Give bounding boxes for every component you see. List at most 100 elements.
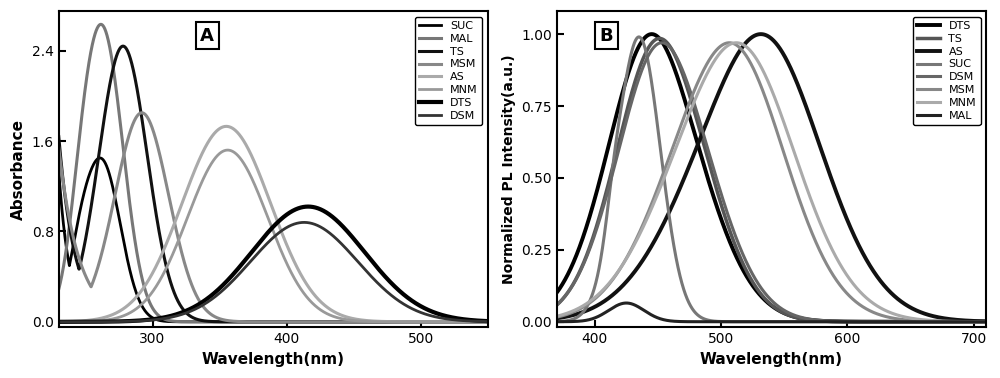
AS xyxy=(53,319,65,324)
MAL xyxy=(980,319,992,324)
MSM xyxy=(972,319,984,324)
MSM xyxy=(716,43,728,48)
DSM xyxy=(625,101,637,105)
DTS xyxy=(980,319,992,324)
MAL xyxy=(427,319,439,324)
TS xyxy=(474,319,486,324)
Legend: SUC, MAL, TS, MSM, AS, MNM, DTS, DSM: SUC, MAL, TS, MSM, AS, MNM, DTS, DSM xyxy=(415,17,482,125)
MAL xyxy=(716,319,728,324)
AS xyxy=(926,313,938,318)
SUC xyxy=(633,35,645,39)
DSM xyxy=(127,319,139,324)
SUC xyxy=(474,319,486,324)
MAL xyxy=(127,227,139,231)
MSM xyxy=(236,319,248,324)
Y-axis label: Normalized PL Intensity(a.u.): Normalized PL Intensity(a.u.) xyxy=(502,54,516,284)
DTS xyxy=(427,310,439,314)
MAL xyxy=(474,319,486,324)
Line: SUC: SUC xyxy=(557,37,986,322)
MAL xyxy=(551,319,563,324)
SUC xyxy=(427,319,439,324)
MSM xyxy=(53,144,65,149)
SUC xyxy=(972,319,984,324)
DTS xyxy=(217,282,229,287)
AS xyxy=(217,125,229,129)
TS xyxy=(716,204,728,208)
SUC xyxy=(625,51,637,55)
SUC xyxy=(53,167,65,172)
Line: DSM: DSM xyxy=(557,43,986,322)
Line: TS: TS xyxy=(59,46,488,322)
SUC xyxy=(551,319,563,324)
DTS xyxy=(53,319,65,324)
DSM xyxy=(926,319,938,324)
MAL xyxy=(102,36,114,40)
SUC xyxy=(716,319,728,324)
AS xyxy=(980,319,992,324)
MNM xyxy=(625,248,637,253)
DTS xyxy=(102,319,114,324)
TS xyxy=(972,319,984,324)
TS xyxy=(482,319,494,324)
SUC xyxy=(217,319,229,324)
DTS xyxy=(646,32,658,36)
X-axis label: Wavelength(nm): Wavelength(nm) xyxy=(700,352,843,367)
DTS xyxy=(625,62,637,67)
TS xyxy=(625,92,637,96)
MSM xyxy=(734,46,746,51)
DSM xyxy=(980,319,992,324)
MNM xyxy=(127,309,139,313)
MNM xyxy=(980,319,992,324)
MAL xyxy=(53,287,65,292)
DSM xyxy=(102,319,114,324)
DSM xyxy=(716,193,728,198)
MNM xyxy=(716,49,728,54)
TS xyxy=(127,67,139,72)
TS xyxy=(980,319,992,324)
Line: AS: AS xyxy=(59,126,488,322)
MSM xyxy=(723,40,735,45)
AS xyxy=(220,124,232,129)
MAL xyxy=(482,319,494,324)
DTS xyxy=(926,319,938,324)
DSM xyxy=(551,302,563,307)
MNM xyxy=(551,314,563,319)
MAL xyxy=(926,319,938,324)
DSM xyxy=(474,319,486,324)
Line: MSM: MSM xyxy=(59,113,488,322)
DSM xyxy=(298,220,310,225)
DSM xyxy=(600,196,612,200)
Text: B: B xyxy=(600,27,613,45)
MNM xyxy=(730,40,742,45)
DTS xyxy=(734,262,746,267)
SUC xyxy=(236,319,248,324)
MSM xyxy=(474,319,486,324)
AS xyxy=(625,274,637,278)
DTS xyxy=(236,262,248,266)
DTS xyxy=(716,218,728,223)
MAL xyxy=(95,22,107,26)
MNM xyxy=(53,319,65,324)
MNM xyxy=(222,148,234,152)
Line: DTS: DTS xyxy=(557,34,986,322)
SUC xyxy=(127,281,139,285)
MAL xyxy=(972,319,984,324)
MAL xyxy=(620,301,632,305)
DTS xyxy=(972,319,984,324)
DSM xyxy=(482,319,494,324)
DSM xyxy=(217,288,229,292)
SUC xyxy=(980,319,992,324)
DSM xyxy=(236,269,248,273)
MSM xyxy=(980,319,992,324)
MNM xyxy=(217,149,229,153)
DSM xyxy=(53,319,65,324)
Line: SUC: SUC xyxy=(59,158,488,322)
DSM xyxy=(656,40,668,45)
MNM xyxy=(427,319,439,324)
TS xyxy=(734,255,746,260)
DTS xyxy=(127,319,139,323)
AS xyxy=(734,48,746,53)
DSM xyxy=(734,246,746,250)
DTS xyxy=(302,204,314,209)
SUC xyxy=(94,156,106,160)
